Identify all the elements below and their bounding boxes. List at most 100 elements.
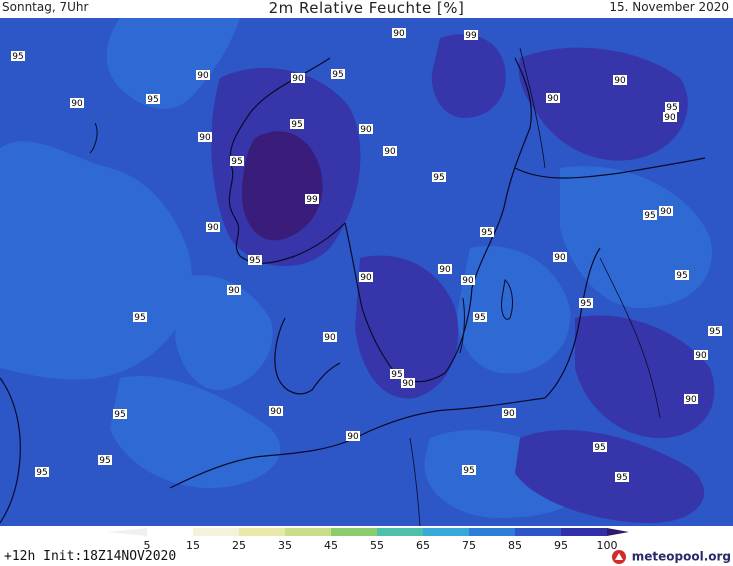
legend-tick-label: 35 [278, 539, 292, 552]
value-label: 95 [708, 326, 722, 337]
legend-tick-label: 75 [462, 539, 476, 552]
svg-text:90: 90 [360, 273, 372, 283]
color-scale-legend: 5 15 25 35 45 55 65 75 85 95 100 [107, 528, 629, 552]
svg-text:90: 90 [547, 94, 559, 104]
svg-text:95: 95 [644, 211, 655, 221]
value-label: 90 [227, 285, 241, 296]
value-label: 90 [461, 275, 475, 286]
value-label: 95 [615, 472, 629, 483]
value-label: 90 [663, 112, 677, 123]
svg-text:95: 95 [616, 473, 627, 483]
legend-arrow-left [107, 528, 147, 536]
svg-text:90: 90 [207, 223, 219, 233]
humidity-zone-dark-finland [518, 47, 688, 161]
value-label: 99 [305, 194, 319, 205]
legend-tick-label: 55 [370, 539, 384, 552]
forecast-date: 15. November 2020 [609, 0, 729, 14]
legend-swatch [147, 528, 194, 536]
svg-text:90: 90 [199, 133, 211, 143]
legend-tick-label: 85 [508, 539, 522, 552]
svg-text:95: 95 [391, 370, 402, 380]
svg-text:95: 95 [433, 173, 444, 183]
humidity-zone-light-center [175, 275, 273, 390]
svg-text:95: 95 [291, 120, 302, 130]
value-label: 95 [593, 442, 607, 453]
value-label: 90 [206, 222, 220, 233]
forecast-time: Sonntag, 7Uhr [2, 0, 89, 14]
legend-swatch [193, 528, 240, 536]
legend-tick-label: 95 [554, 539, 568, 552]
svg-text:90: 90 [360, 125, 372, 135]
value-label: 99 [464, 30, 478, 41]
legend-tick-label: 15 [186, 539, 200, 552]
svg-text:95: 95 [114, 410, 125, 420]
svg-text:90: 90 [660, 207, 672, 217]
svg-text:95: 95 [463, 466, 474, 476]
svg-text:95: 95 [594, 443, 605, 453]
svg-text:95: 95 [12, 52, 23, 62]
value-label: 95 [113, 409, 127, 420]
value-label: 90 [684, 394, 698, 405]
legend-swatch [561, 528, 608, 536]
value-label: 90 [269, 406, 283, 417]
svg-text:90: 90 [292, 74, 304, 84]
coastlines [0, 47, 706, 526]
value-label: 95 [98, 455, 112, 466]
svg-text:95: 95 [481, 228, 492, 238]
value-label: 95 [665, 102, 679, 113]
legend-swatch [515, 528, 562, 536]
value-label: 95 [473, 312, 487, 323]
value-label: 95 [230, 156, 244, 167]
humidity-zone-dark-south [515, 429, 705, 523]
meteopool-logo-icon [611, 549, 626, 564]
svg-text:95: 95 [249, 256, 260, 266]
value-label: 95 [35, 467, 49, 478]
value-label: 95 [579, 298, 593, 309]
border-lines [409, 47, 661, 526]
svg-text:99: 99 [465, 31, 477, 41]
svg-text:90: 90 [664, 113, 676, 123]
svg-text:90: 90 [197, 71, 209, 81]
humidity-zone-light-sea [457, 246, 571, 374]
svg-text:95: 95 [474, 313, 485, 323]
svg-text:90: 90 [503, 409, 515, 419]
svg-text:90: 90 [393, 29, 405, 39]
map-title: 2m Relative Feuchte [%] [268, 0, 465, 17]
svg-text:95: 95 [666, 103, 677, 113]
value-label: 95 [11, 51, 25, 62]
value-label: 90 [346, 431, 360, 442]
legend-arrow-right [607, 528, 629, 536]
coast-uk [0, 377, 21, 524]
legend-bars [107, 528, 629, 536]
legend-swatch [239, 528, 286, 536]
value-label: 90 [659, 206, 673, 217]
svg-text:90: 90 [270, 407, 282, 417]
value-label: 90 [383, 146, 397, 157]
svg-text:95: 95 [676, 271, 687, 281]
svg-text:95: 95 [36, 468, 47, 478]
humidity-zone-light-south [110, 376, 281, 488]
svg-text:95: 95 [134, 313, 145, 323]
svg-text:90: 90 [685, 395, 697, 405]
brand-name: meteopool.org [631, 549, 731, 564]
value-label: 95 [133, 312, 147, 323]
brand-logo[interactable]: meteopool.org [611, 546, 731, 564]
value-label: 90 [613, 75, 627, 86]
legend-tick-label: 45 [324, 539, 338, 552]
humidity-zone-dark-northeast [431, 34, 506, 118]
legend-tick-label: 5 [144, 539, 151, 552]
svg-text:99: 99 [306, 195, 318, 205]
coast-finland [514, 157, 706, 179]
island-shetland [89, 122, 98, 154]
svg-text:90: 90 [384, 147, 396, 157]
legend-tick-label: 100 [597, 539, 618, 552]
value-label: 90 [553, 252, 567, 263]
svg-text:95: 95 [147, 95, 158, 105]
value-label: 95 [248, 255, 262, 266]
value-label: 95 [462, 465, 476, 476]
value-label: 90 [291, 73, 305, 84]
coast-baltic-east [544, 247, 601, 399]
svg-text:90: 90 [324, 333, 336, 343]
value-label: 95 [146, 94, 160, 105]
